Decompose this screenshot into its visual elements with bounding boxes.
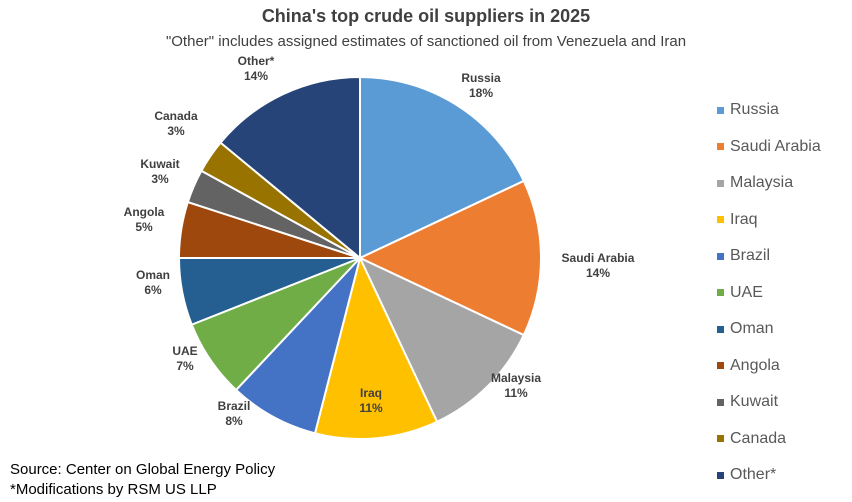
legend-swatch — [717, 435, 724, 443]
legend-swatch — [717, 179, 724, 187]
pie-slice-malaysia — [357, 255, 526, 424]
slice-label: Angola 5% — [124, 205, 165, 234]
slice-label: Russia 18% — [461, 71, 501, 100]
legend-swatch — [717, 143, 724, 151]
legend-label: Canada — [730, 429, 787, 447]
legend-label: Malaysia — [730, 174, 794, 192]
legend-swatch — [717, 106, 724, 114]
slice-label: Kuwait 3% — [140, 157, 179, 186]
legend: Russia Saudi Arabia Malaysia Iraq Brazil UAE O… — [717, 92, 821, 494]
pie-slice-iraq — [313, 255, 439, 440]
legend-label: Other* — [730, 466, 777, 484]
legend-swatch — [717, 362, 724, 370]
legend-label: Brazil — [730, 247, 771, 265]
legend-label: UAE — [730, 283, 763, 301]
modification-note: *Modifications by RSM US LLP — [10, 481, 217, 498]
pie-slice-saudi-arabia — [357, 179, 542, 337]
legend-swatch — [717, 216, 724, 224]
legend-item: Saudi Arabia — [717, 129, 821, 166]
slice-label: Malaysia 11% — [491, 371, 541, 400]
legend-label: Kuwait — [730, 393, 779, 411]
pie-slice-other — [219, 75, 361, 261]
legend-item: Kuwait — [717, 384, 821, 421]
legend-swatch — [717, 471, 724, 479]
pie-slice-brazil — [234, 257, 361, 435]
source-note: Source: Center on Global Energy Policy *… — [10, 460, 275, 500]
legend-item: Russia — [717, 92, 821, 129]
legend-item: Canada — [717, 421, 821, 458]
legend-swatch — [717, 398, 724, 406]
slice-label: Oman 6% — [136, 268, 170, 297]
chart-title: China's top crude oil suppliers in 2025 — [261, 6, 591, 26]
legend-label: Iraq — [730, 210, 758, 228]
legend-swatch — [717, 289, 724, 297]
legend-label: Saudi Arabia — [730, 137, 821, 155]
legend-item: Other* — [717, 457, 821, 494]
slice-label: Other* 14% — [238, 54, 275, 83]
source-text: Source: Center on Global Energy Policy — [10, 461, 276, 478]
slice-label: Iraq 11% — [359, 386, 383, 415]
legend-swatch — [717, 325, 724, 333]
legend-item: Brazil — [717, 238, 821, 275]
slice-label: Brazil 8% — [218, 399, 251, 428]
legend-item: UAE — [717, 275, 821, 312]
legend-label: Angola — [730, 356, 780, 374]
chart-subtitle: "Other" includes assigned estimates of s… — [165, 33, 687, 50]
legend-label: Oman — [730, 320, 774, 338]
pie-slice-russia — [359, 75, 526, 260]
slice-label: UAE 7% — [172, 344, 197, 373]
slice-label: Saudi Arabia 14% — [562, 251, 635, 280]
legend-label: Russia — [730, 101, 779, 119]
legend-swatch — [717, 252, 724, 260]
slice-label: Canada 3% — [154, 109, 198, 138]
legend-item: Oman — [717, 311, 821, 348]
legend-item: Angola — [717, 348, 821, 385]
legend-item: Malaysia — [717, 165, 821, 202]
legend-item: Iraq — [717, 202, 821, 239]
